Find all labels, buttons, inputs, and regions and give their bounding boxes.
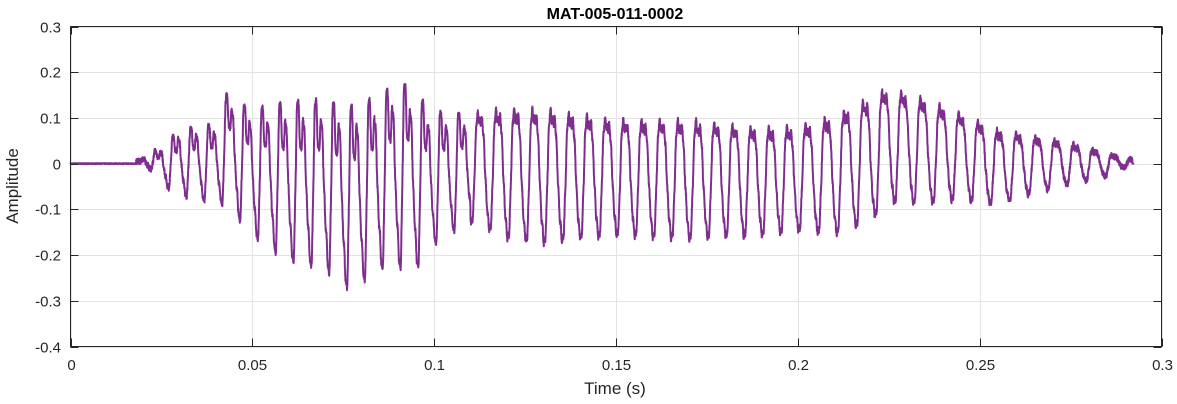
x-axis-label: Time (s): [584, 379, 646, 398]
grid: [70, 26, 1163, 348]
ticks: 0 0.05 0.1 0.15 0.2 0.25 0.3 -0.4 -0.3 -0.2 -0.1 0 0…: [35, 20, 1173, 375]
y-axis-label: Amplitude: [3, 148, 22, 224]
x-tick-label: 0: [67, 357, 75, 374]
y-tick-label: -0.3: [35, 294, 61, 311]
waveform-series: [69, 83, 1136, 292]
y-tick-label: -0.4: [35, 340, 61, 357]
x-tick-label: 0.05: [238, 357, 267, 374]
y-tick-label: 0.1: [40, 111, 61, 128]
y-tick-label: -0.2: [35, 248, 61, 265]
waveform-line: [69, 83, 1136, 292]
y-tick-label: 0.2: [40, 65, 61, 82]
y-tick-label: 0: [53, 157, 61, 174]
x-tick-label: 0.3: [1152, 357, 1173, 374]
x-tick-label: 0.15: [602, 357, 631, 374]
x-tick-label: 0.2: [788, 357, 809, 374]
y-tick-label: -0.1: [35, 202, 61, 219]
x-tick-label: 0.25: [966, 357, 995, 374]
y-tick-label: 0.3: [40, 20, 61, 37]
chart-title: MAT-005-011-0002: [547, 6, 684, 23]
x-tick-label: 0.1: [424, 357, 445, 374]
